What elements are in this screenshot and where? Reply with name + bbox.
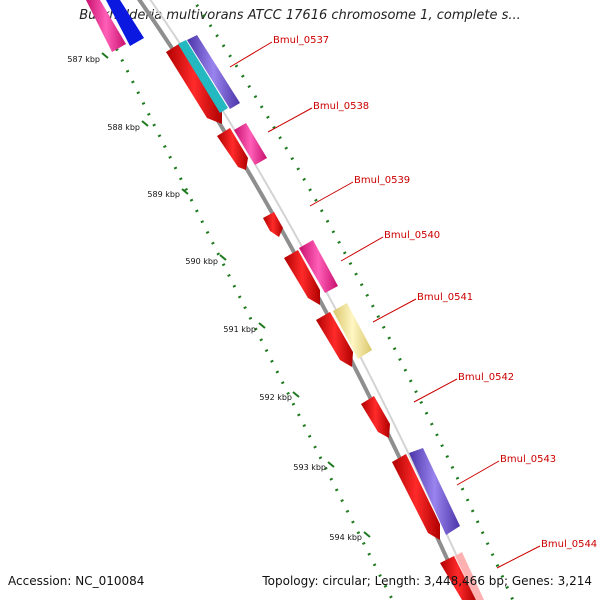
gene-label-bmul-0539[interactable]: Bmul_0539: [354, 175, 410, 186]
kbp-label: 589 kbp: [147, 190, 180, 199]
cds-bmul-0544[interactable]: [440, 556, 476, 600]
kbp-label: 590 kbp: [185, 257, 218, 266]
cds-blue-partial[interactable]: [106, 0, 144, 46]
kbp-tick: [258, 322, 266, 329]
cds-bmul-0540-red[interactable]: [284, 250, 320, 305]
callout-line-0543: [456, 460, 500, 486]
gene-label-bmul-0543[interactable]: Bmul_0543: [500, 454, 556, 465]
callout-line-0537: [229, 41, 273, 68]
cds-purple-0537[interactable]: [187, 35, 240, 109]
cds-bmul-0540-magenta[interactable]: [299, 240, 338, 293]
kbp-label: 587 kbp: [67, 55, 100, 64]
cds-bmul-0543-red[interactable]: [392, 454, 440, 540]
cds-magenta-partial[interactable]: [86, 0, 126, 52]
topology-summary: Topology: circular; Length: 3,448,466 bp…: [262, 574, 592, 588]
partial-features-top: [86, 0, 144, 52]
cds-bmul-0539[interactable]: [263, 212, 283, 237]
kbp-tick: [292, 391, 300, 398]
callout-lines: [229, 41, 541, 569]
kbp-tick: [219, 254, 227, 261]
cds-bmul-0541-red[interactable]: [316, 312, 353, 367]
callout-line-0538: [267, 107, 313, 133]
kbp-tick: [181, 188, 189, 195]
gene-labels: Bmul_0537 Bmul_0538 Bmul_0539 Bmul_0540 …: [273, 35, 597, 550]
kbp-label: 591 kbp: [223, 325, 256, 334]
kbp-label: 592 kbp: [259, 393, 292, 402]
kbp-tick: [141, 120, 149, 127]
gene-label-bmul-0540[interactable]: Bmul_0540: [384, 230, 440, 241]
cds-bmul-0543-purple[interactable]: [409, 448, 460, 535]
cds-bmul-0538-red[interactable]: [217, 128, 248, 170]
gene-label-bmul-0544[interactable]: Bmul_0544: [541, 539, 597, 550]
kbp-label: 588 kbp: [107, 123, 140, 132]
map-title: Burkholderia multivorans ATCC 17616 chro…: [79, 8, 521, 23]
gene-label-bmul-0537[interactable]: Bmul_0537: [273, 35, 329, 46]
kbp-ticks: [101, 52, 371, 538]
kbp-tick: [101, 52, 109, 59]
cds-bmul-0544-strip[interactable]: [455, 552, 484, 600]
callout-line-0540: [340, 236, 384, 262]
kbp-tick: [363, 531, 371, 538]
cds-bmul-0542[interactable]: [361, 396, 390, 438]
callout-line-0541: [372, 298, 417, 323]
kbp-label: 593 kbp: [293, 463, 326, 472]
cds-bmul-0537[interactable]: [166, 42, 222, 124]
cds-bmul-0538-magenta[interactable]: [234, 123, 267, 165]
cds-cyan-0537[interactable]: [178, 40, 228, 113]
kbp-labels: 587 kbp 588 kbp 589 kbp 590 kbp 591 kbp …: [67, 55, 362, 542]
kbp-ruler: [90, 0, 395, 600]
cds-bmul-0541-khaki[interactable]: [333, 303, 372, 359]
gene-label-bmul-0541[interactable]: Bmul_0541: [417, 292, 473, 303]
callout-line-0539: [309, 181, 354, 207]
kbp-tick: [327, 461, 335, 468]
cds-features: [166, 35, 484, 600]
gene-label-bmul-0542[interactable]: Bmul_0542: [458, 372, 514, 383]
kbp-label: 594 kbp: [329, 533, 362, 542]
gene-label-bmul-0538[interactable]: Bmul_0538: [313, 101, 369, 112]
callout-line-0542: [413, 378, 458, 403]
accession-text: Accession: NC_010084: [8, 574, 145, 588]
callout-line-0544: [496, 545, 541, 569]
